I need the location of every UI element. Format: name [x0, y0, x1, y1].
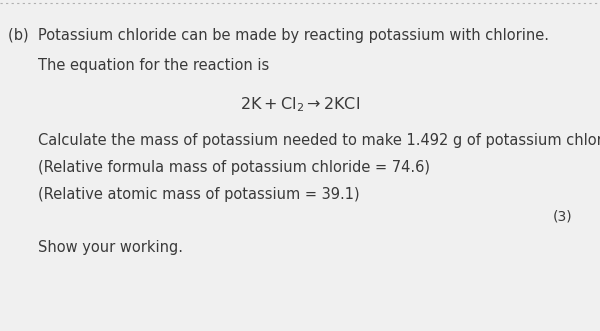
- Text: (b): (b): [8, 28, 38, 43]
- Text: (Relative formula mass of potassium chloride = 74.6): (Relative formula mass of potassium chlo…: [38, 160, 430, 175]
- Text: Potassium chloride can be made by reacting potassium with chlorine.: Potassium chloride can be made by reacti…: [38, 28, 549, 43]
- Text: Show your working.: Show your working.: [38, 240, 183, 255]
- Text: $\mathregular{2K + Cl_2 \rightarrow 2KCl}$: $\mathregular{2K + Cl_2 \rightarrow 2KCl…: [240, 95, 360, 114]
- Text: (3): (3): [553, 210, 572, 224]
- Text: The equation for the reaction is: The equation for the reaction is: [38, 58, 269, 73]
- Text: Calculate the mass of potassium needed to make 1.492 g of potassium chloride.: Calculate the mass of potassium needed t…: [38, 133, 600, 148]
- Text: (Relative atomic mass of potassium = 39.1): (Relative atomic mass of potassium = 39.…: [38, 187, 359, 202]
